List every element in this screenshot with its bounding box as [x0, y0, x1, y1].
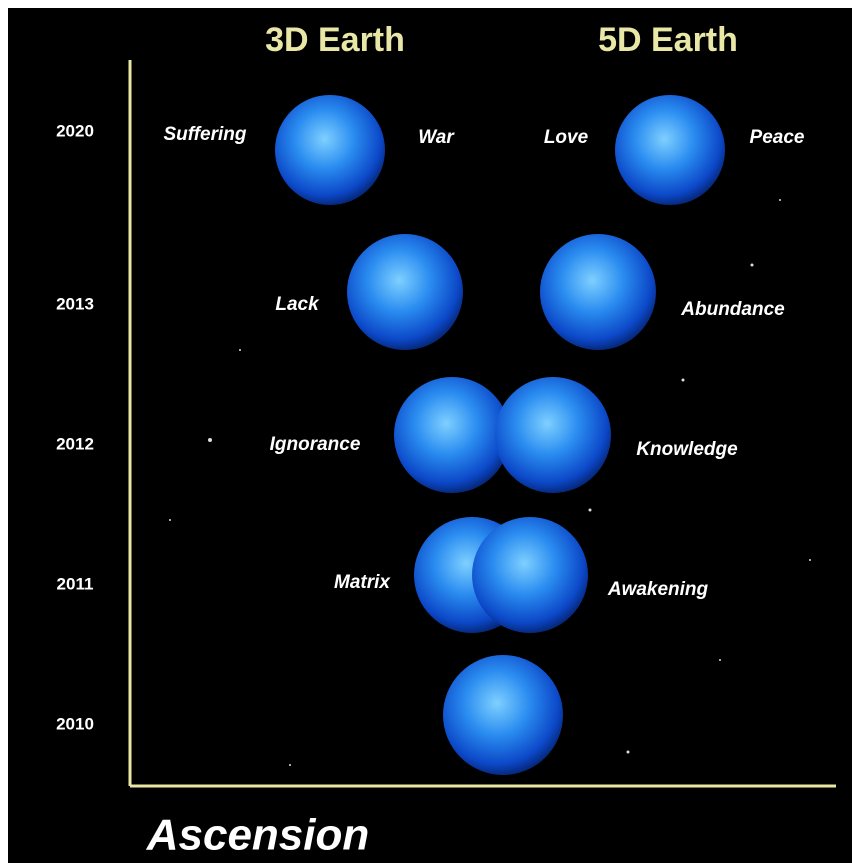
infographic: 3D Earth 5D Earth 2020 2013 2012 2011 20…	[0, 0, 852, 863]
year: 2012	[56, 434, 94, 453]
footer: Ascension	[146, 811, 370, 860]
label: War	[418, 127, 455, 148]
header: 3D Earth	[265, 21, 405, 59]
label: Peace	[750, 127, 805, 148]
label: Love	[544, 127, 589, 148]
label: Lack	[275, 294, 320, 315]
page: 3D Earth 5D Earth 2020 2013 2012 2011 20…	[0, 0, 852, 863]
label: Awakening	[607, 579, 709, 600]
label: Abundance	[680, 299, 785, 320]
year: 2011	[57, 574, 94, 593]
label: Matrix	[334, 572, 391, 593]
year: 2020	[56, 121, 94, 140]
label: Knowledge	[636, 439, 738, 460]
header: 5D Earth	[598, 21, 738, 59]
year: 2010	[56, 714, 94, 733]
label: Suffering	[163, 124, 246, 145]
label: Ignorance	[270, 434, 361, 455]
year: 2013	[56, 294, 94, 313]
